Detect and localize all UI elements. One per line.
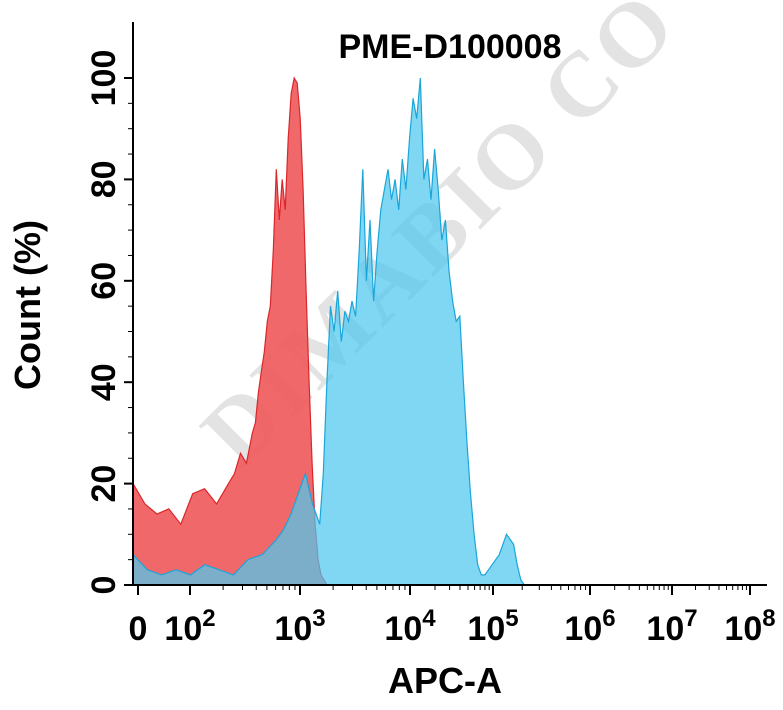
chart-title: PME-D100008 <box>338 28 561 66</box>
x-tick-label: 107 <box>646 605 697 648</box>
y-tick-label: 20 <box>85 465 123 503</box>
series-area-1 <box>132 76 330 586</box>
y-ticks: 0 20 40 60 80 100 <box>85 50 133 595</box>
y-tick-label: 60 <box>85 262 123 300</box>
x-tick-label: 103 <box>274 605 325 648</box>
y-axis-label: Count (%) <box>7 220 48 390</box>
series-layer <box>132 76 528 586</box>
y-tick-label: 0 <box>85 576 123 595</box>
x-tick-label: 0 <box>129 610 148 648</box>
y-tick-label: 100 <box>85 50 123 107</box>
x-ticks: 0 102 103 104 105 106 107 108 <box>129 585 776 648</box>
y-tick-label: 40 <box>85 363 123 401</box>
x-tick-label: 104 <box>384 605 436 648</box>
x-tick-label: 105 <box>467 605 518 648</box>
x-tick-label: 106 <box>564 605 615 648</box>
series-area-2 <box>132 77 528 586</box>
x-tick-label: 108 <box>724 605 775 648</box>
y-tick-label: 80 <box>85 160 123 198</box>
x-tick-label: 102 <box>164 605 215 648</box>
x-axis-label: APC-A <box>388 660 502 701</box>
